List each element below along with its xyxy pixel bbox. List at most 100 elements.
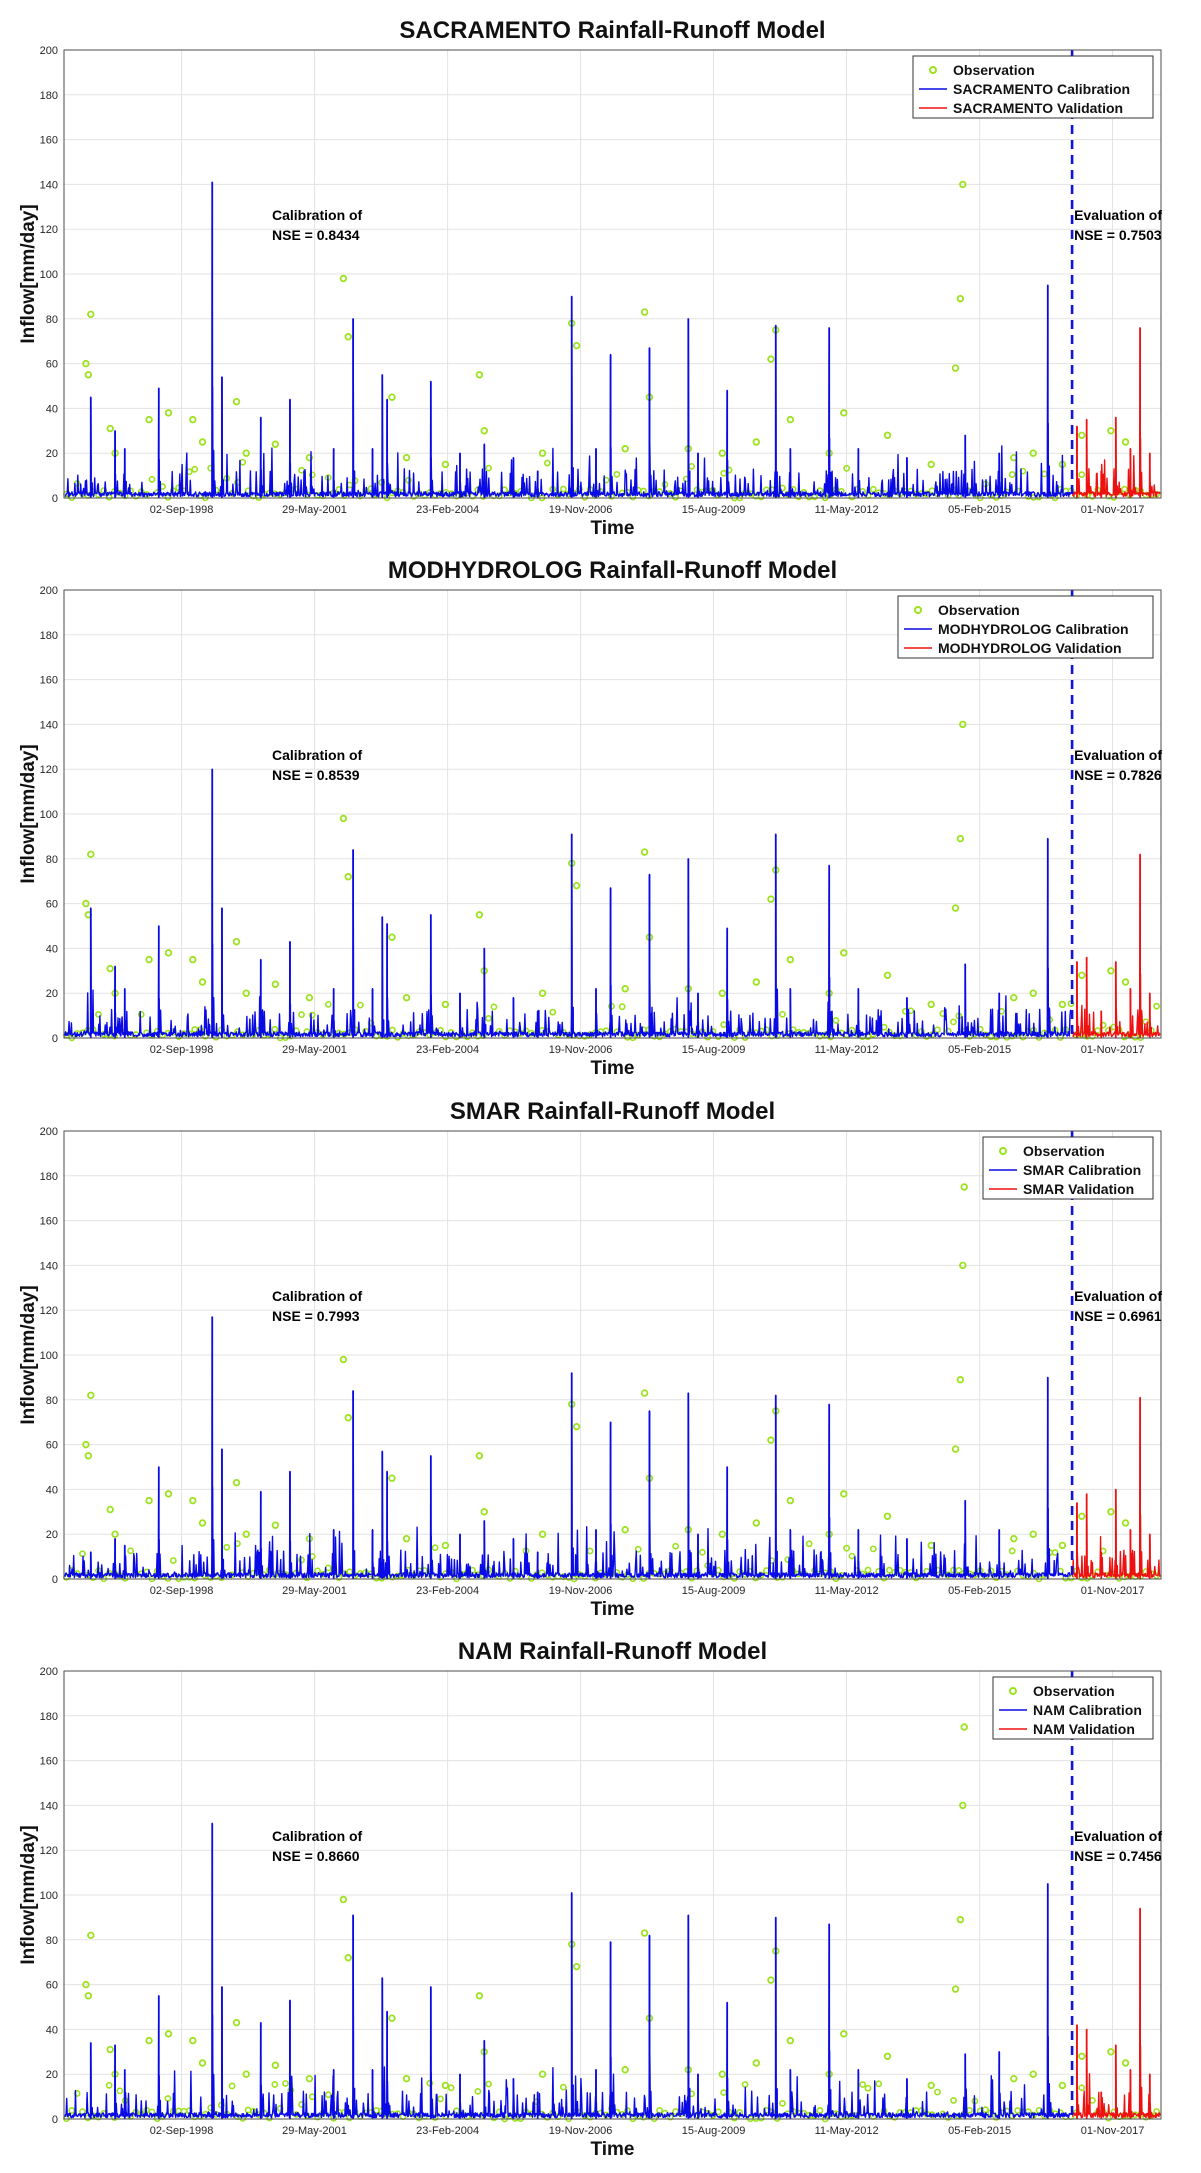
observation-point <box>106 2045 114 2054</box>
observation-point <box>305 2074 314 2083</box>
observation-point <box>572 881 581 890</box>
observation-point <box>779 2099 786 2107</box>
observation-point <box>84 1992 93 2000</box>
observation-point <box>956 294 965 303</box>
observation-point <box>1058 1541 1067 1550</box>
observation-point <box>634 1545 642 1553</box>
observation-point <box>864 1566 872 1574</box>
observation-point <box>1010 2074 1018 2083</box>
axes-frame <box>63 1130 1162 1580</box>
observation-point <box>305 993 314 1002</box>
legend-observation-marker <box>914 606 922 614</box>
observation-point <box>1078 471 1086 479</box>
observation-point <box>441 460 450 469</box>
observation-point <box>875 2080 883 2088</box>
observation-point <box>559 485 567 493</box>
panel-2: MODHYDROLOG Rainfall-Runoff Model 0 20 40 60… <box>18 557 1162 1079</box>
observation-point <box>191 465 199 473</box>
observation-point <box>388 393 396 401</box>
observation-point <box>405 476 412 484</box>
observation-point <box>951 1985 960 1993</box>
observation-point <box>485 464 492 472</box>
observation-point <box>441 1541 450 1550</box>
observation-point <box>164 949 173 957</box>
observation-point <box>840 2030 848 2038</box>
x-tick-label: 01-Nov-2017 <box>1081 1585 1145 1597</box>
observation-point <box>228 2082 236 2090</box>
observation-point <box>82 1980 90 1989</box>
observation-point <box>559 2083 567 2091</box>
observation-point <box>869 485 877 493</box>
observation-point <box>640 1929 649 1937</box>
observation-point <box>786 1496 795 1505</box>
observation-point <box>198 2059 207 2067</box>
observation-point <box>145 415 153 424</box>
legend-validation-label: MODHYDROLOG Validation <box>938 640 1122 656</box>
observation-point <box>137 1011 145 1018</box>
panel-4: NAM Rainfall-Runoff Model 0 20 40 60 80 100 120… <box>18 1638 1162 2160</box>
calibration-nse: NSE = 0.7993 <box>272 1308 360 1324</box>
y-axis-label: Inflow[mm/day] <box>18 744 39 883</box>
observation-point <box>718 989 727 997</box>
observation-point <box>538 2070 547 2078</box>
observation-point <box>308 471 316 479</box>
observation-point <box>242 2070 250 2078</box>
legend-validation-label: SACRAMENTO Validation <box>953 100 1123 116</box>
x-axis-label: Time <box>590 518 634 539</box>
observation-point <box>189 415 197 424</box>
y-tick-label: 100 <box>40 269 58 281</box>
legend-observation-label: Observation <box>953 62 1035 78</box>
observation-point <box>1078 2052 1086 2060</box>
observation-point <box>864 2084 872 2092</box>
legend-observation-marker <box>929 66 937 74</box>
observation-point <box>169 1557 177 1564</box>
observation-point <box>485 1014 492 1022</box>
y-tick-label: 80 <box>46 1395 58 1407</box>
observation-point <box>145 1496 153 1505</box>
observation-point <box>581 493 589 501</box>
y-tick-label: 60 <box>46 1440 58 1452</box>
observation-point <box>621 2066 629 2074</box>
calibration-series <box>64 1316 1071 1579</box>
calibration-nse: NSE = 0.8434 <box>272 227 360 243</box>
observation-point <box>106 424 114 433</box>
panel-1: SACRAMENTO Rainfall-Runoff Model 0 20 40 60 8… <box>18 17 1162 539</box>
calibration-nse: NSE = 0.8660 <box>272 1848 360 1864</box>
y-tick-label: 180 <box>40 630 58 642</box>
observation-point <box>271 980 280 988</box>
observation-point <box>480 1508 488 1516</box>
observation-point <box>189 955 197 964</box>
y-tick-label: 20 <box>46 2069 58 2081</box>
observation-point <box>538 1530 547 1538</box>
x-axis-label: Time <box>590 2139 634 2160</box>
y-tick-label: 0 <box>52 493 58 505</box>
observation-point <box>718 2070 727 2078</box>
observation-point <box>951 904 960 912</box>
y-tick-label: 40 <box>46 2024 58 2036</box>
x-tick-label: 11-May-2012 <box>815 1585 879 1597</box>
observation-point <box>956 1375 965 1384</box>
x-tick-label: 15-Aug-2009 <box>682 504 746 516</box>
legend-box <box>897 595 1154 659</box>
observation-point <box>621 1526 629 1534</box>
observation-point <box>572 1962 581 1971</box>
x-tick-label: 02-Sep-1998 <box>150 1044 214 1056</box>
x-tick-label: 19-Nov-2006 <box>549 2125 613 2137</box>
observation-point <box>927 1000 935 1009</box>
observation-point <box>883 1512 892 1520</box>
observation-point <box>271 1025 279 1033</box>
x-tick-label: 15-Aug-2009 <box>682 1044 746 1056</box>
x-tick-label: 11-May-2012 <box>815 1044 879 1056</box>
legend-validation-label: NAM Validation <box>1033 1721 1135 1737</box>
calibration-annotation: Calibration of <box>272 747 363 763</box>
observation-point <box>959 1801 967 1810</box>
observation-point <box>388 1474 396 1482</box>
observation-point <box>951 1445 960 1453</box>
observation-point <box>1121 1519 1130 1527</box>
calibration-annotation: Calibration of <box>272 1288 363 1304</box>
observation-point <box>402 2074 411 2083</box>
observation-point <box>1078 431 1086 439</box>
observation-point <box>82 359 90 368</box>
observation-point <box>960 1183 968 1191</box>
x-tick-label: 23-Feb-2004 <box>416 1585 479 1597</box>
